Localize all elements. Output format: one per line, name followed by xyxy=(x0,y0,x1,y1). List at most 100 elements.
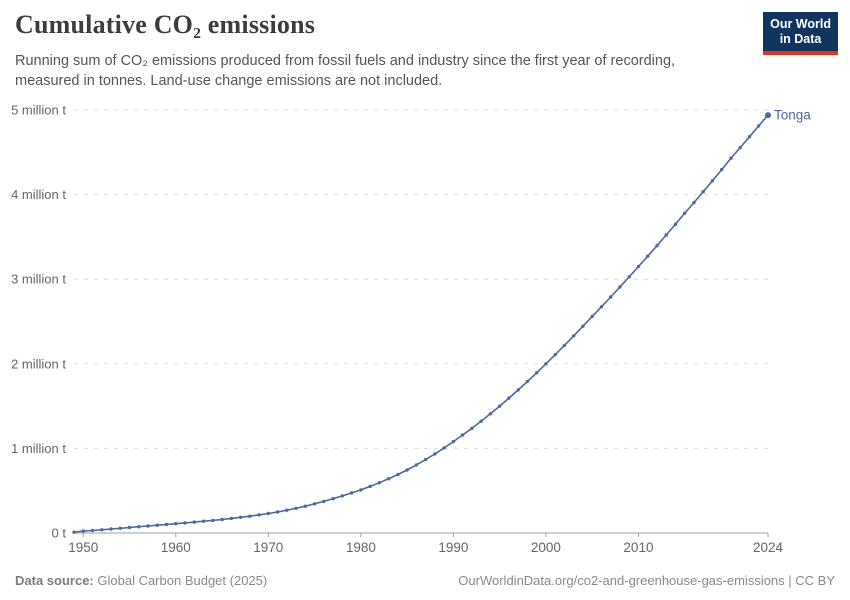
entity-label[interactable]: Tonga xyxy=(774,108,811,123)
data-point[interactable] xyxy=(451,439,456,444)
series-lines[interactable]: Tonga xyxy=(72,108,811,534)
data-point[interactable] xyxy=(747,135,752,139)
data-point[interactable] xyxy=(275,510,280,514)
data-point[interactable] xyxy=(248,514,252,518)
data-point[interactable] xyxy=(90,528,95,533)
data-point[interactable] xyxy=(581,324,585,328)
data-point[interactable] xyxy=(525,379,530,384)
data-point[interactable] xyxy=(377,481,382,485)
data-point[interactable] xyxy=(174,522,178,526)
x-axis-tick-label: 1980 xyxy=(346,540,376,555)
data-point[interactable] xyxy=(627,275,631,279)
data-point[interactable] xyxy=(710,179,715,183)
data-point[interactable] xyxy=(692,200,696,205)
data-point[interactable] xyxy=(285,508,289,512)
data-point[interactable] xyxy=(701,190,705,194)
data-point[interactable] xyxy=(359,488,363,492)
x-axis-tick-label: 2024 xyxy=(753,540,784,555)
x-axis-tick-label: 2010 xyxy=(623,540,653,555)
data-point[interactable] xyxy=(201,519,206,523)
data-point[interactable] xyxy=(405,468,409,472)
data-source-label: Data source: xyxy=(15,573,94,588)
data-point[interactable] xyxy=(757,124,761,128)
data-point[interactable] xyxy=(183,521,187,525)
data-point[interactable] xyxy=(146,524,150,528)
data-point[interactable] xyxy=(599,305,604,309)
data-point[interactable] xyxy=(720,167,724,172)
data-point[interactable] xyxy=(266,511,270,516)
data-point[interactable] xyxy=(535,371,539,375)
data-point[interactable] xyxy=(423,457,428,462)
data-point[interactable] xyxy=(553,353,557,357)
data-point[interactable] xyxy=(636,264,641,269)
y-axis-tick-label: 3 million t xyxy=(11,272,66,287)
data-point[interactable] xyxy=(618,285,622,289)
data-point[interactable] xyxy=(507,396,511,400)
data-point[interactable] xyxy=(257,513,261,517)
x-axis-tick-label: 1960 xyxy=(161,540,191,555)
data-point[interactable] xyxy=(572,334,576,338)
data-point[interactable] xyxy=(562,343,567,348)
data-point[interactable] xyxy=(229,516,233,521)
data-point[interactable] xyxy=(294,506,298,510)
data-point[interactable] xyxy=(738,145,742,150)
data-point[interactable] xyxy=(100,528,104,532)
data-point[interactable] xyxy=(664,233,668,237)
data-point[interactable] xyxy=(442,446,446,450)
x-axis-tick-label: 1950 xyxy=(68,540,98,555)
data-point[interactable] xyxy=(470,426,474,430)
chart-footer: Data source: Global Carbon Budget (2025)… xyxy=(15,573,835,588)
data-point[interactable] xyxy=(488,412,493,416)
data-point[interactable] xyxy=(127,525,132,530)
data-point[interactable] xyxy=(498,404,502,408)
data-point[interactable] xyxy=(683,211,687,215)
data-point[interactable] xyxy=(414,463,419,467)
owid-logo[interactable]: Our World in Data xyxy=(763,12,838,55)
data-point[interactable] xyxy=(655,244,659,248)
x-axis-tick-label: 1990 xyxy=(438,540,468,555)
data-line[interactable] xyxy=(73,114,769,533)
data-point[interactable] xyxy=(164,522,169,527)
data-point[interactable] xyxy=(340,494,344,498)
data-point[interactable] xyxy=(238,515,243,519)
data-point[interactable] xyxy=(118,526,123,530)
data-point[interactable] xyxy=(609,295,613,299)
data-point[interactable] xyxy=(460,433,465,437)
data-point[interactable] xyxy=(590,314,594,319)
data-point[interactable] xyxy=(544,362,548,366)
data-point[interactable] xyxy=(331,497,335,501)
data-point[interactable] xyxy=(303,504,307,508)
data-point[interactable] xyxy=(386,477,391,481)
data-point[interactable] xyxy=(479,419,483,423)
data-point[interactable] xyxy=(322,499,326,504)
data-point-last[interactable] xyxy=(765,112,771,119)
owid-logo-line1: Our World xyxy=(770,17,831,31)
data-point[interactable] xyxy=(433,452,437,456)
data-source-value: Global Carbon Budget (2025) xyxy=(97,573,268,588)
data-point[interactable] xyxy=(368,484,372,489)
data-point[interactable] xyxy=(349,491,354,495)
x-axis-tick-label: 1970 xyxy=(253,540,283,555)
owid-logo-line2: in Data xyxy=(779,32,822,46)
y-axis-tick-label: 5 million t xyxy=(11,103,66,118)
y-axis-tick-label: 1 million t xyxy=(11,441,66,456)
data-point[interactable] xyxy=(646,254,650,258)
footer-link[interactable]: OurWorldinData.org/co2-and-greenhouse-ga… xyxy=(458,573,835,588)
data-point[interactable] xyxy=(516,388,520,392)
y-axis-tick-label: 4 million t xyxy=(11,187,66,202)
data-point[interactable] xyxy=(81,529,86,533)
data-point[interactable] xyxy=(396,472,400,477)
data-point[interactable] xyxy=(211,518,215,523)
data-point[interactable] xyxy=(220,517,224,522)
data-point[interactable] xyxy=(312,502,317,506)
data-point[interactable] xyxy=(192,520,196,524)
data-source: Data source: Global Carbon Budget (2025) xyxy=(15,573,267,588)
data-point[interactable] xyxy=(109,527,113,531)
data-point[interactable] xyxy=(155,523,159,527)
data-point[interactable] xyxy=(729,156,733,160)
data-point[interactable] xyxy=(673,222,678,226)
data-point[interactable] xyxy=(137,525,141,529)
data-point[interactable] xyxy=(72,530,76,534)
